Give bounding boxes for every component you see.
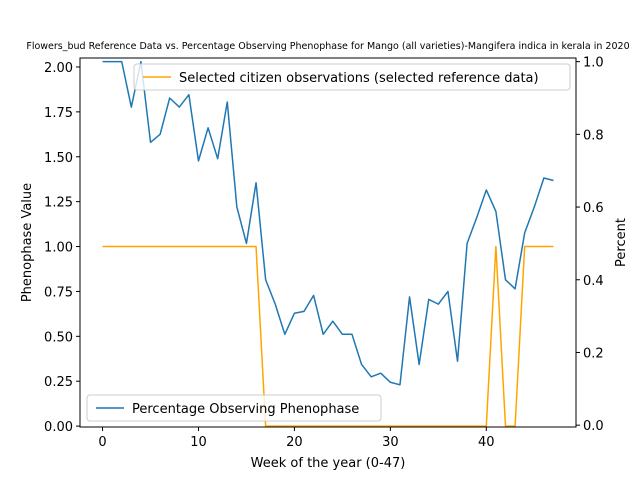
legend-lower-left: Percentage Observing Phenophase — [86, 394, 382, 422]
x-tick-label: 0 — [98, 435, 106, 450]
y-left-tick-label: 2.00 — [44, 61, 73, 76]
legend-top-right: Selected citizen observations (selected … — [133, 63, 571, 91]
y-left-tick-label: 1.75 — [44, 106, 73, 121]
chart-title: Flowers_bud Reference Data vs. Percentag… — [26, 41, 629, 52]
y-left-tick-label: 0.75 — [44, 285, 73, 300]
x-tick-label: 20 — [286, 435, 303, 450]
x-tick-label: 40 — [478, 435, 495, 450]
y-left-tick-label: 1.00 — [44, 241, 73, 256]
y-right-tick-label: 1.0 — [583, 56, 604, 71]
y-left-tick-label: 0.00 — [44, 420, 73, 435]
x-tick-label: 30 — [382, 435, 399, 450]
y-axis-right-label: Percent — [614, 218, 629, 267]
plot-area-frame — [79, 57, 577, 428]
percentage-observing-line — [102, 60, 554, 386]
y-right-tick-label: 0.6 — [583, 201, 604, 216]
y-axis-left-label: Phenophase Value — [20, 183, 35, 302]
y-right-tick-label: 0.8 — [583, 128, 604, 143]
y-left-tick-label: 0.25 — [44, 375, 73, 390]
legend-box — [86, 394, 382, 422]
y-left-tick-label: 1.50 — [44, 151, 73, 166]
reference-data-line — [102, 245, 554, 427]
y-left-tick-label: 1.25 — [44, 196, 73, 211]
y-right-tick-label: 0.2 — [583, 346, 604, 361]
x-axis-label: Week of the year (0-47) — [251, 456, 406, 471]
legend-box — [133, 63, 571, 91]
y-left-tick-label: 0.50 — [44, 330, 73, 345]
legend-entry-reference: Selected citizen observations (selected … — [179, 71, 539, 86]
y-right-tick-label: 0.0 — [583, 419, 604, 434]
legend-entry-percentage: Percentage Observing Phenophase — [132, 402, 359, 417]
x-tick-label: 10 — [190, 435, 207, 450]
y-right-tick-label: 0.4 — [583, 274, 604, 289]
